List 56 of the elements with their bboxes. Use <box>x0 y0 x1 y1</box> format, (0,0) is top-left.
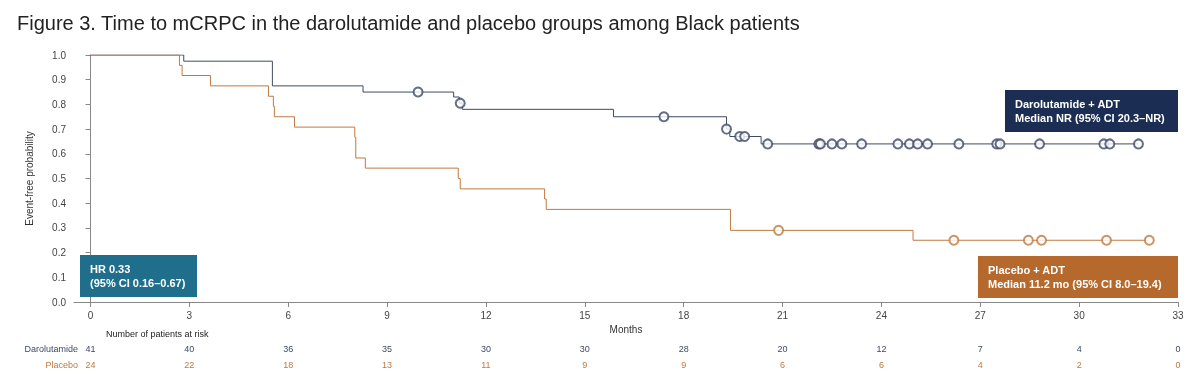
hazard-ratio-note-box: HR 0.33 (95% CI 0.16–0.67) <box>80 255 197 297</box>
text: 4 <box>977 360 983 370</box>
x-tick-label: 9 <box>384 309 391 321</box>
text: 40 <box>184 344 195 354</box>
text: 11 <box>481 360 491 370</box>
text: Placebo <box>45 360 78 370</box>
chart-title: Figure 3. Time to mCRPC in the darolutamide and placebo groups among Black patients <box>17 12 800 34</box>
text: 6 <box>878 360 884 370</box>
y-tick-label: 0.1 <box>52 271 67 283</box>
text: 22 <box>184 360 195 370</box>
x-axis-title: Months <box>609 324 643 336</box>
x-tick-label: 6 <box>285 309 292 321</box>
placebo-note-box: Placebo + ADT Median 11.2 mo (95% CI 8.0–19.4) <box>978 256 1178 298</box>
y-tick-label: 1.0 <box>52 49 67 61</box>
text: Darolutamide <box>24 344 78 354</box>
text: 2 <box>1076 360 1082 370</box>
x-tick-label: 18 <box>678 309 690 321</box>
text: 41 <box>85 344 96 354</box>
text: 24 <box>85 360 96 370</box>
text: 18 <box>283 360 294 370</box>
text: 35 <box>382 344 393 354</box>
x-tick-label: 30 <box>1073 309 1086 321</box>
y-tick-label: 0.4 <box>52 197 67 209</box>
y-tick-label: 0.2 <box>52 247 67 259</box>
text: 12 <box>876 344 887 354</box>
y-tick-label: 0.9 <box>52 74 67 86</box>
x-tick-label: 15 <box>579 309 591 321</box>
y-tick-label: 0.5 <box>52 173 67 184</box>
text: 28 <box>678 344 689 354</box>
y-tick-label: 0.6 <box>52 148 67 160</box>
y-axis-title: Event-free probability <box>23 131 35 226</box>
x-tick-label: 12 <box>480 309 492 321</box>
text: 4 <box>1076 344 1082 354</box>
y-tick-label: 0.7 <box>52 123 67 135</box>
x-tick-label: 3 <box>186 309 193 321</box>
y-tick-label: 0.0 <box>52 296 67 308</box>
x-tick-label: 21 <box>776 309 789 321</box>
x-tick-label: 27 <box>974 309 987 321</box>
text: 9 <box>582 360 588 370</box>
text: 30 <box>579 344 590 354</box>
text: 0 <box>1175 344 1181 354</box>
text: Number of patients at risk <box>106 329 210 339</box>
text: 20 <box>777 344 788 354</box>
text: 30 <box>480 344 491 354</box>
y-tick-label: 0.3 <box>52 222 67 234</box>
text: 9 <box>681 360 687 370</box>
darolutamide-note-box: Darolutamide + ADT Median NR (95% CI 20.3–NR) <box>1005 90 1178 132</box>
x-tick-label: 33 <box>1172 309 1184 321</box>
text: 13 <box>382 360 393 370</box>
x-tick-label: 0 <box>87 309 94 321</box>
text: 0 <box>1175 360 1181 370</box>
text: 6 <box>780 360 786 370</box>
y-tick-label: 0.8 <box>52 98 67 110</box>
text: 7 <box>977 344 983 354</box>
x-tick-label: 24 <box>875 309 888 321</box>
text: 36 <box>283 344 294 354</box>
